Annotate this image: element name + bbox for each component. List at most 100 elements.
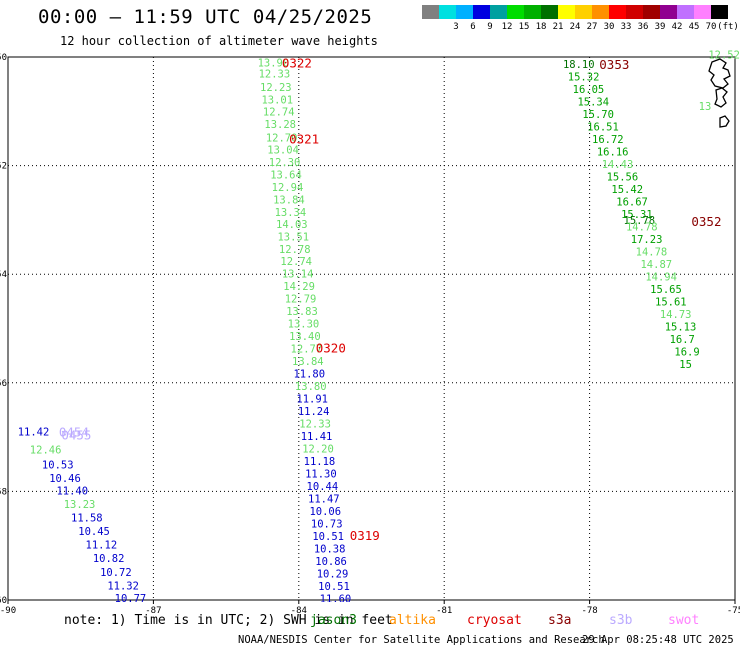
satellite-legend-item: s3a bbox=[548, 613, 572, 628]
scale-label: 30 bbox=[603, 22, 615, 32]
scale-unit: (ft) bbox=[717, 22, 739, 32]
wave-height-value: 12.78 bbox=[279, 244, 311, 256]
scale-swatch bbox=[541, 5, 558, 19]
wave-height-value: 11.41 bbox=[301, 431, 333, 443]
wave-height-value: 11.91 bbox=[296, 394, 328, 406]
satellite-legend-item: altika bbox=[389, 613, 436, 628]
wave-height-value: 14.03 bbox=[276, 219, 308, 231]
wave-height-value: 12.30 bbox=[269, 157, 301, 169]
wave-height-value: 12.79 bbox=[285, 294, 317, 306]
wave-height-value: 10.77 bbox=[115, 593, 147, 605]
longitude-tick-label: -81 bbox=[436, 606, 452, 616]
wave-height-value: 12.70 bbox=[266, 132, 298, 144]
scale-swatch bbox=[626, 5, 643, 19]
longitude-tick-label: -87 bbox=[145, 606, 161, 616]
latitude-tick-label: -60 bbox=[0, 596, 7, 606]
longitude-tick-label: -75 bbox=[727, 606, 740, 616]
wave-height-value: 16.72 bbox=[592, 134, 624, 146]
wave-height-value: 10.82 bbox=[93, 553, 125, 565]
wave-height-value: 10.86 bbox=[315, 556, 347, 568]
scale-label: 12 bbox=[501, 22, 513, 32]
latitude-tick-label: -58 bbox=[0, 487, 7, 497]
wave-height-value: 14.78 bbox=[636, 246, 668, 258]
scale-label: 21 bbox=[552, 22, 564, 32]
pass-time-label: 0352 bbox=[691, 214, 721, 229]
wave-height-value: 11.42 bbox=[18, 427, 50, 439]
scale-label: 18 bbox=[535, 22, 547, 32]
credit-line: NOAA/NESDIS Center for Satellite Applica… bbox=[238, 634, 605, 646]
wave-height-value: 11.40 bbox=[56, 485, 88, 497]
wave-height-value: 13.84 bbox=[292, 356, 324, 368]
pass-time-label: 0353 bbox=[599, 57, 629, 72]
scale-swatch bbox=[677, 5, 694, 19]
wave-height-value: 17.23 bbox=[631, 234, 663, 246]
wave-height-value: 11.32 bbox=[107, 580, 139, 592]
wave-height-value: 13.23 bbox=[64, 499, 96, 511]
wave-height-value: 12.46 bbox=[30, 445, 62, 457]
scale-label: 39 bbox=[654, 22, 666, 32]
scale-label: 6 bbox=[470, 22, 476, 32]
map-frame bbox=[7, 56, 736, 601]
wave-height-value: 12.74 bbox=[280, 256, 312, 268]
scale-swatch bbox=[473, 5, 490, 19]
wave-height-value: 15.61 bbox=[655, 296, 687, 308]
wave-height-value: 14.73 bbox=[660, 309, 692, 321]
scale-swatch bbox=[660, 5, 677, 19]
wave-height-value: 16.7 bbox=[670, 334, 695, 346]
wave-height-value: 15.32 bbox=[568, 72, 600, 84]
wave-height-value: 15.42 bbox=[611, 184, 643, 196]
latitude-tick-label: -50 bbox=[0, 53, 7, 63]
wave-height-value: 15.31 bbox=[621, 209, 653, 221]
wave-height-value: 10.51 bbox=[318, 581, 350, 593]
scale-label: 9 bbox=[487, 22, 493, 32]
scale-label: 42 bbox=[671, 22, 683, 32]
wave-height-value: 13.04 bbox=[267, 144, 299, 156]
wave-height-value: 14.87 bbox=[640, 259, 672, 271]
wave-height-value: 15.13 bbox=[665, 321, 697, 333]
scale-swatch bbox=[490, 5, 507, 19]
scale-swatch bbox=[592, 5, 609, 19]
pass-time-label: 0454 bbox=[59, 425, 89, 440]
wave-height-value: 13.80 bbox=[295, 381, 327, 393]
wave-height-value: 14.43 bbox=[602, 159, 634, 171]
wave-height-value: 16.05 bbox=[573, 84, 605, 96]
longitude-tick-label: -78 bbox=[581, 606, 597, 616]
pass-time-label: 0322 bbox=[282, 55, 312, 70]
wave-height-value: 15.34 bbox=[577, 97, 609, 109]
coastline bbox=[708, 58, 731, 128]
wave-height-value: 13.01 bbox=[261, 94, 293, 106]
scale-swatch bbox=[643, 5, 660, 19]
wave-height-value: 12.33 bbox=[259, 68, 291, 80]
scale-label: 27 bbox=[586, 22, 598, 32]
wave-height-value: 15 bbox=[679, 359, 692, 371]
wave-height-value: 12.23 bbox=[260, 82, 292, 94]
wave-height-value: 13.51 bbox=[277, 232, 309, 244]
latitude-tick-label: -52 bbox=[0, 162, 7, 172]
wave-height-value: 12.74 bbox=[263, 106, 295, 118]
satellite-legend-item: s3b bbox=[609, 613, 633, 628]
scale-label: 70 bbox=[705, 22, 717, 32]
scale-label: 15 bbox=[518, 22, 530, 32]
satellite-legend-item: jason3 bbox=[310, 613, 357, 628]
footer-note: note: 1) Time is in UTC; 2) SWH is in fe… bbox=[64, 613, 393, 628]
wave-height-value: 13.30 bbox=[288, 319, 320, 331]
wave-height-value: 12.77 bbox=[291, 344, 323, 356]
map-title: 00:00 — 11:59 UTC 04/25/2025 bbox=[38, 6, 373, 28]
wave-height-value: 16.16 bbox=[597, 146, 629, 158]
scale-label: 33 bbox=[620, 22, 632, 32]
scale-label: 45 bbox=[688, 22, 700, 32]
wave-height-value: 14.78 bbox=[626, 221, 658, 233]
scale-swatch bbox=[711, 5, 728, 19]
map-subtitle: 12 hour collection of altimeter wave hei… bbox=[60, 34, 378, 48]
wave-height-value: 11.24 bbox=[298, 406, 330, 418]
wave-height-value: 11.30 bbox=[305, 468, 337, 480]
wave-height-value: 10.29 bbox=[317, 568, 349, 580]
observation-layer: 13.9012.3312.2313.0112.7413.2812.7013.04… bbox=[18, 49, 740, 605]
scale-swatch bbox=[422, 5, 439, 19]
wave-height-value: 13.34 bbox=[275, 207, 307, 219]
wave-height-value: 16.51 bbox=[587, 122, 619, 134]
scale-swatch bbox=[609, 5, 626, 19]
longitude-tick-label: -90 bbox=[0, 606, 16, 616]
wave-height-value: 11.58 bbox=[71, 512, 103, 524]
